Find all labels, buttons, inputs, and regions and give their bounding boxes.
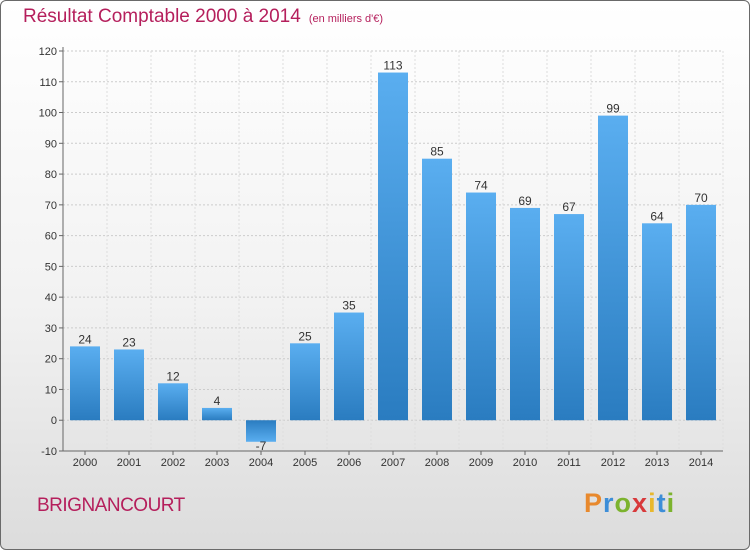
axes: -10 0 10 20 30 40 50 60 70 80 90 100 110 120 2000 2001 2…	[39, 46, 723, 469]
bar-2003	[202, 407, 232, 421]
logo-letter: t	[656, 488, 667, 518]
bar-2000	[70, 346, 100, 421]
bar-2001	[114, 349, 144, 421]
x-tick-label: 2001	[117, 457, 141, 469]
y-tick-label: 20	[45, 354, 57, 366]
x-tick-label: 2002	[161, 457, 185, 469]
x-tick-label: 2003	[205, 457, 229, 469]
value-label: 35	[342, 299, 356, 313]
x-tick-label: 2011	[557, 457, 581, 469]
bar-2006	[334, 312, 364, 421]
x-tick-label: 2005	[293, 457, 317, 469]
x-tick-label: 2010	[513, 457, 537, 469]
x-tick-label: 2013	[645, 457, 669, 469]
y-tick-label: 70	[45, 200, 57, 212]
city-name: BRIGNANCOURT	[37, 495, 185, 516]
value-label: 69	[518, 194, 532, 208]
bar-2004	[246, 420, 276, 442]
y-tick-label: 100	[39, 108, 57, 120]
bar-2014	[686, 204, 716, 421]
logo-letter: P	[584, 488, 604, 518]
y-tick-label: 110	[39, 77, 57, 89]
y-tick-label: 120	[39, 46, 57, 58]
value-label: 74	[474, 179, 488, 193]
value-label: -7	[256, 439, 267, 453]
logo-letter: o	[614, 488, 633, 518]
value-label: 85	[430, 145, 444, 159]
value-labels: 24 23 12 4 -7 25 35 113 85 74 69 67 99 64 70	[78, 59, 708, 453]
y-tick-label: 80	[45, 169, 57, 181]
x-tick-label: 2006	[337, 457, 361, 469]
bar-2011	[554, 214, 584, 421]
y-tick-label: 10	[45, 384, 57, 396]
value-label: 70	[694, 191, 708, 205]
x-tick-label: 2000	[73, 457, 97, 469]
bar-2009	[466, 192, 496, 421]
value-label: 67	[562, 200, 576, 214]
bar-2010	[510, 207, 540, 421]
logo-letter: x	[632, 488, 649, 518]
chart-title-text: Résultat Comptable 2000 à 2014	[23, 6, 301, 27]
bar-2005	[290, 343, 320, 421]
value-label: 64	[650, 209, 664, 223]
x-tick-label: 2009	[469, 457, 493, 469]
bar-2008	[422, 158, 452, 421]
y-tick-label: 30	[45, 323, 57, 335]
bar-2013	[642, 223, 672, 421]
y-tick-label: -10	[41, 446, 57, 458]
y-tick-label: 0	[51, 415, 57, 427]
x-tick-label: 2004	[249, 457, 273, 469]
x-tick-label: 2014	[689, 457, 713, 469]
logo-letter: i	[648, 488, 657, 518]
proxiti-logo: Proxiti	[584, 488, 675, 519]
value-label: 25	[298, 329, 312, 343]
logo-letter: i	[666, 488, 676, 518]
y-tick-label: 90	[45, 138, 57, 150]
value-label: 24	[78, 332, 92, 346]
logo-letter: r	[603, 488, 615, 518]
y-tick-label: 40	[45, 292, 57, 304]
value-label: 99	[606, 102, 620, 116]
x-tick-label: 2008	[425, 457, 449, 469]
value-label: 4	[214, 394, 221, 408]
chart-title: Résultat Comptable 2000 à 2014 (en millie…	[23, 6, 383, 28]
y-tick-label: 60	[45, 231, 57, 243]
bar-2012	[598, 115, 628, 421]
value-label: 12	[166, 369, 180, 383]
grid-lines	[62, 50, 724, 452]
bar-2007	[378, 72, 408, 421]
x-tick-label: 2012	[601, 457, 625, 469]
bar-2002	[158, 383, 188, 421]
x-tick-label: 2007	[381, 457, 405, 469]
value-label: 113	[383, 59, 402, 73]
chart-subtitle: (en milliers d'€)	[308, 13, 384, 25]
y-tick-label: 50	[45, 261, 57, 273]
bars	[70, 72, 716, 442]
value-label: 23	[122, 335, 136, 349]
